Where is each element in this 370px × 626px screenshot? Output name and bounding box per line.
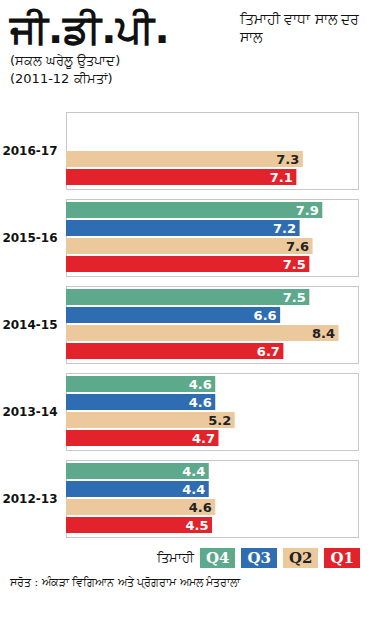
svg-text:7.9: 7.9 — [296, 203, 319, 218]
svg-text:2016-17: 2016-17 — [2, 144, 57, 158]
svg-text:7.1: 7.1 — [270, 170, 293, 185]
html-text:Q2: Q2 — [289, 549, 313, 567]
svg-text:2012-13: 2012-13 — [2, 492, 57, 506]
svg-text:4.4: 4.4 — [182, 482, 205, 497]
html-text:(ਸਕਲ ਘਰੇਲੂ ਉਤਪਾਦ): (ਸਕਲ ਘਰੇਲੂ ਉਤਪਾਦ) — [10, 53, 121, 68]
svg-text:4.7: 4.7 — [192, 431, 215, 446]
svg-text:2014-15: 2014-15 — [2, 318, 57, 332]
svg-text:4.6: 4.6 — [189, 395, 212, 410]
svg-text:6.7: 6.7 — [257, 344, 280, 359]
svg-text:7.2: 7.2 — [273, 221, 296, 236]
html-text:Q1: Q1 — [330, 549, 354, 567]
svg-text:5.2: 5.2 — [208, 413, 231, 428]
html-text:ਤਿਮਾਹੀ: ਤਿਮਾਹੀ — [156, 550, 194, 565]
svg-text:4.6: 4.6 — [189, 377, 212, 392]
svg-text:8.4: 8.4 — [312, 326, 335, 341]
svg-text:4.6: 4.6 — [189, 500, 212, 515]
svg-text:6.6: 6.6 — [254, 308, 277, 323]
svg-text:7.5: 7.5 — [283, 257, 306, 272]
svg-text:7.6: 7.6 — [286, 239, 309, 254]
svg-text:2013-14: 2013-14 — [2, 405, 57, 419]
html-text:ਸਰੋਤ : ਅੰਕੜਾ ਵਿਗਿਆਨ ਅਤੇ ਪ੍ਰੋਗਰ: ਸਰੋਤ : ਅੰਕੜਾ ਵਿਗਿਆਨ ਅਤੇ ਪ੍ਰੋਗਰਾਮ ਅਮਲ ਮੰਤ… — [10, 576, 241, 589]
svg-text:2015-16: 2015-16 — [2, 231, 57, 245]
svg-text:7.3: 7.3 — [276, 152, 299, 167]
html-text:ਤਿਮਾਹੀ ਵਾਧਾ ਸਾਲ ਦਰ ਸਾਲ: ਤਿਮਾਹੀ ਵਾਧਾ ਸਾਲ ਦਰ ਸਾਲ — [240, 11, 360, 45]
svg-text:4.5: 4.5 — [185, 518, 208, 533]
html-text:ਜੀ.ਡੀ.ਪੀ.: ਜੀ.ਡੀ.ਪੀ. — [10, 6, 170, 52]
svg-text:7.5: 7.5 — [283, 290, 306, 305]
html-text:Q4: Q4 — [205, 549, 230, 567]
html-text:Q3: Q3 — [247, 549, 271, 567]
svg-text:4.4: 4.4 — [182, 464, 205, 479]
html-text:(2011-12 ਕੀਮਤਾਂ): (2011-12 ਕੀਮਤਾਂ) — [10, 71, 113, 86]
